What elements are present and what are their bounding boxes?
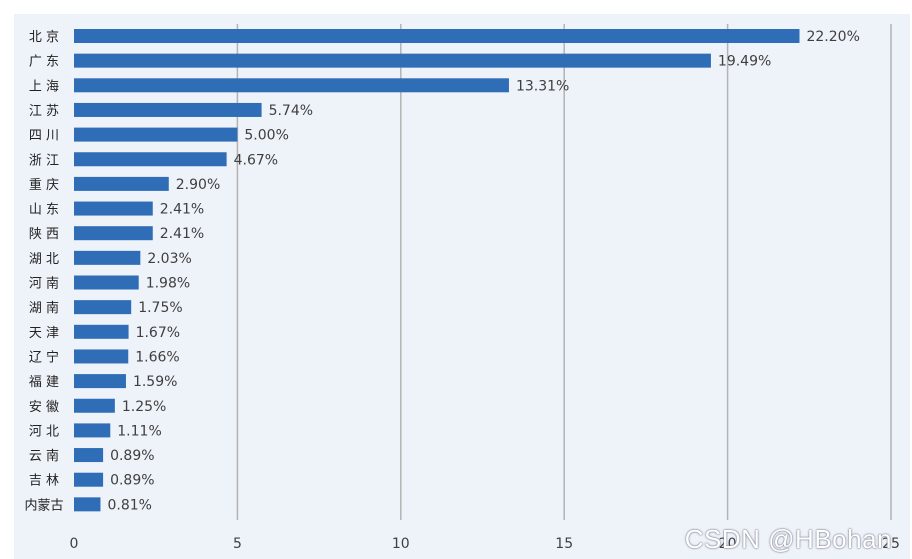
bar xyxy=(74,324,129,339)
data-label: 1.67% xyxy=(136,325,180,341)
data-label: 2.90% xyxy=(176,177,220,193)
category-label: 陕 西 xyxy=(29,227,59,242)
bar xyxy=(74,349,129,364)
data-label: 1.75% xyxy=(138,300,182,316)
category-label: 重 庆 xyxy=(29,177,59,193)
category-label: 安 徽 xyxy=(29,400,59,415)
data-label: 1.11% xyxy=(117,423,161,439)
bar xyxy=(74,497,101,512)
data-label: 2.41% xyxy=(160,226,204,242)
data-label: 13.31% xyxy=(516,78,569,94)
bar-layer xyxy=(74,29,800,512)
x-tick-label: 5 xyxy=(233,536,242,552)
x-tick-label: 20 xyxy=(719,536,737,552)
x-tick-label: 10 xyxy=(392,536,410,552)
watermark: CSDN @HBohan xyxy=(684,524,892,554)
category-label: 吉 林 xyxy=(29,474,59,489)
data-label: 0.81% xyxy=(107,497,151,513)
category-label: 天 津 xyxy=(29,326,59,341)
bar xyxy=(74,250,141,265)
x-tick-label: 0 xyxy=(70,536,79,552)
data-label: 1.98% xyxy=(146,276,190,292)
bar xyxy=(74,152,227,167)
data-label: 0.89% xyxy=(110,448,154,464)
category-label: 河 北 xyxy=(29,424,59,439)
bar xyxy=(74,398,115,413)
category-label: 湖 南 xyxy=(29,300,59,316)
bar xyxy=(74,226,153,241)
bar xyxy=(74,423,111,438)
bar xyxy=(74,53,711,68)
category-label: 江 苏 xyxy=(29,103,59,119)
category-label: 北 京 xyxy=(29,30,59,45)
category-label: 广 东 xyxy=(29,55,59,70)
data-label: 0.89% xyxy=(110,473,154,489)
category-label: 四 川 xyxy=(29,129,59,144)
x-tick-label: 25 xyxy=(882,536,900,552)
data-label: 1.66% xyxy=(135,349,179,365)
data-label: 1.25% xyxy=(122,399,166,415)
category-label: 福 建 xyxy=(29,375,59,390)
bar xyxy=(74,472,104,487)
label-layer: 0 5 10 15 20 25 北 京 22.20% 广 东 19.49% 上 海 13.31% 江 苏… xyxy=(24,29,899,552)
bar xyxy=(74,176,169,191)
category-label: 浙 江 xyxy=(29,153,59,168)
category-label: 云 南 xyxy=(29,448,59,464)
category-label: 湖 北 xyxy=(29,252,59,267)
data-label: 5.74% xyxy=(269,103,313,119)
category-label: 辽 宁 xyxy=(29,349,59,365)
data-label: 4.67% xyxy=(234,152,278,168)
bar xyxy=(74,300,132,315)
bar xyxy=(74,127,238,142)
data-label: 22.20% xyxy=(806,29,859,45)
data-label: 2.03% xyxy=(147,251,191,267)
bar xyxy=(74,275,139,290)
bar xyxy=(74,78,509,93)
grid-layer xyxy=(236,24,892,520)
bar xyxy=(74,374,126,389)
data-label: 2.41% xyxy=(160,202,204,218)
data-label: 1.59% xyxy=(133,374,177,390)
category-label: 上 海 xyxy=(29,79,59,94)
category-label: 内蒙古 xyxy=(24,497,63,513)
bar xyxy=(74,201,153,216)
category-label: 河 南 xyxy=(29,276,59,292)
x-tick-label: 15 xyxy=(555,536,573,552)
bar xyxy=(74,29,800,43)
data-label: 19.49% xyxy=(718,54,771,70)
bar xyxy=(74,102,262,117)
data-label: 5.00% xyxy=(244,128,288,144)
bar xyxy=(74,448,104,463)
category-label: 山 东 xyxy=(29,203,59,218)
